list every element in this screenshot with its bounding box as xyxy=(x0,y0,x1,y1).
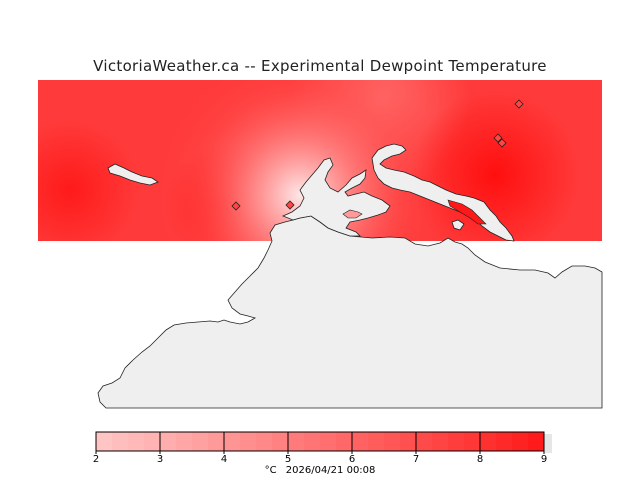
station-marker xyxy=(231,201,241,211)
legend-swatch xyxy=(400,432,417,451)
legend-swatch xyxy=(144,432,161,451)
bay-island xyxy=(451,219,465,231)
legend-swatch xyxy=(352,432,369,451)
station-marker xyxy=(493,133,503,143)
legend-color-bar xyxy=(95,431,552,454)
timestamp: 2026/04/21 00:08 xyxy=(285,465,376,476)
legend-unit: °C xyxy=(264,465,277,476)
legend-swatch xyxy=(464,432,481,451)
legend-tick-label: 4 xyxy=(220,454,228,465)
legend-swatch xyxy=(176,432,193,451)
legend-swatch xyxy=(224,432,241,451)
legend-swatch xyxy=(336,432,353,451)
legend-tick-label: 9 xyxy=(540,454,548,465)
legend-swatch xyxy=(480,432,497,451)
legend-swatch xyxy=(272,432,289,451)
station-marker xyxy=(285,200,295,210)
legend-tick-label: 8 xyxy=(476,454,484,465)
legend-swatch xyxy=(512,432,529,451)
legend-swatch xyxy=(128,432,145,451)
legend-swatch xyxy=(496,432,513,451)
legend-swatch xyxy=(208,432,225,451)
legend-swatch xyxy=(112,432,129,451)
weather-stations xyxy=(231,99,524,211)
legend-swatch xyxy=(416,432,433,451)
legend-swatch xyxy=(432,432,449,451)
legend-tick-label: 7 xyxy=(412,454,420,465)
legend-swatch xyxy=(304,432,321,451)
legend-swatch xyxy=(288,432,305,451)
legend-swatch xyxy=(256,432,273,451)
legend-swatch xyxy=(448,432,465,451)
map-title: VictoriaWeather.ca -- Experimental Dewpo… xyxy=(93,57,547,75)
legend-tick-label: 2 xyxy=(92,454,100,465)
station-marker xyxy=(514,99,524,109)
victoria-peninsula xyxy=(281,157,391,237)
legend-footer: °C 2026/04/21 00:08 xyxy=(0,465,640,476)
legend-swatch xyxy=(528,432,545,451)
legend-tick-label: 3 xyxy=(156,454,164,465)
san-juan-island-west xyxy=(107,163,159,186)
legend-swatch xyxy=(160,432,177,451)
legend-swatch xyxy=(192,432,209,451)
legend-swatch xyxy=(96,432,113,451)
station-marker xyxy=(497,138,507,148)
inlet-channel xyxy=(447,199,487,225)
legend-swatch xyxy=(320,432,337,451)
legend-swatch xyxy=(368,432,385,451)
victoria-harbour xyxy=(342,209,363,219)
legend-swatch xyxy=(240,432,257,451)
legend-tick-label: 6 xyxy=(348,454,356,465)
southern-landmass xyxy=(97,215,603,409)
legend-shadow xyxy=(544,434,552,453)
legend-tick-label: 5 xyxy=(284,454,292,465)
legend-swatch xyxy=(384,432,401,451)
